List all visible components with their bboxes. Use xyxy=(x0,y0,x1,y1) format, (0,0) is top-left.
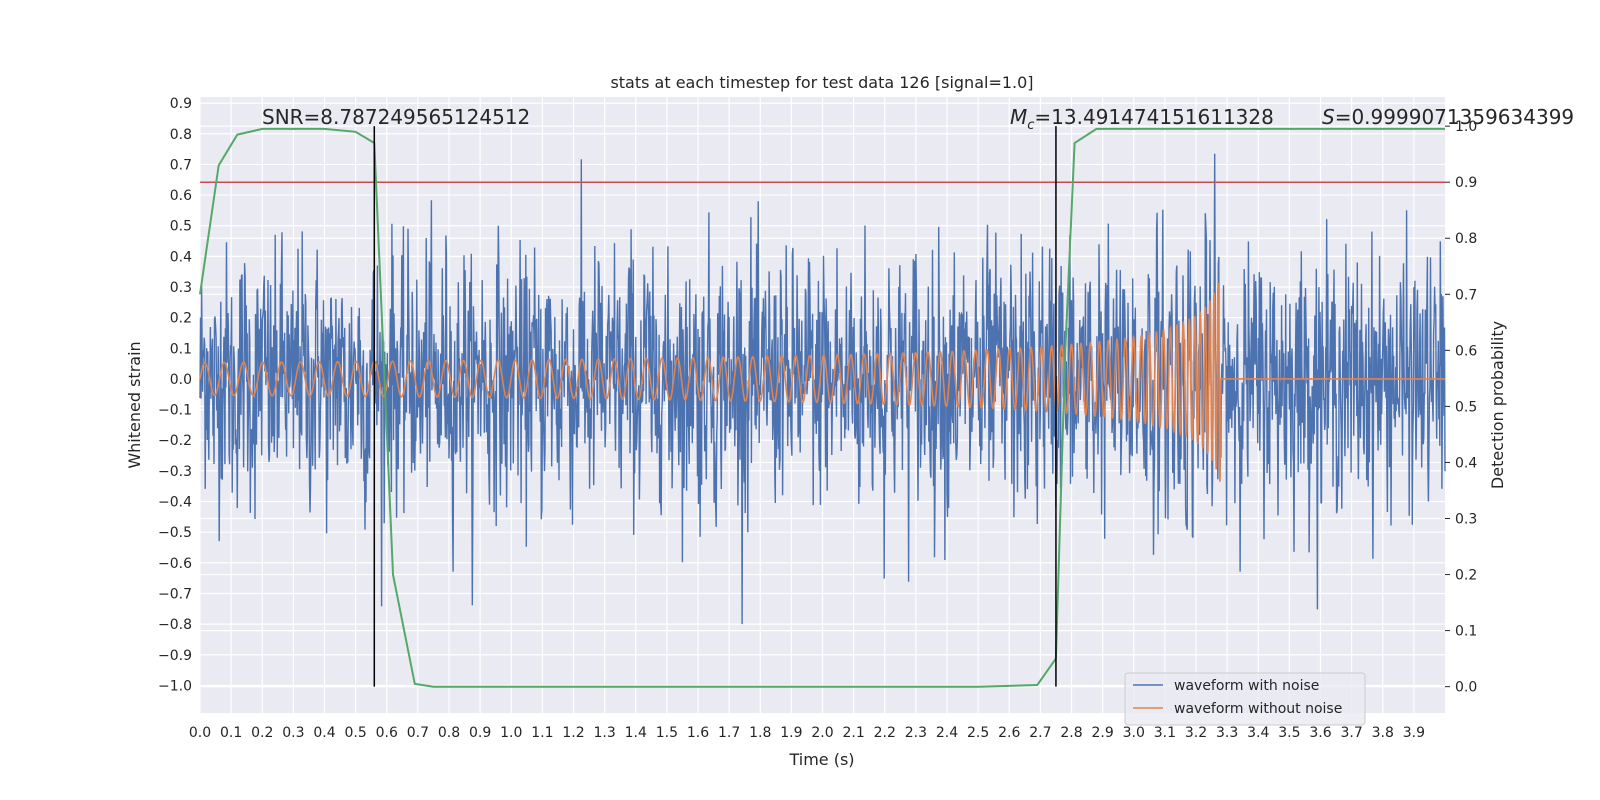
y-tick-label: −0.1 xyxy=(158,403,192,419)
y2-tick-label: 1.0 xyxy=(1455,119,1477,135)
y2-tick-label: 0.3 xyxy=(1455,512,1477,528)
x-tick-label: 2.3 xyxy=(905,725,927,741)
y-tick-label: 0.1 xyxy=(170,341,192,357)
y2-tick-label: 0.4 xyxy=(1455,455,1477,471)
x-tick-label: 1.7 xyxy=(718,725,740,741)
chirp-mass-subscript: c xyxy=(1027,118,1034,133)
x-tick-label: 3.9 xyxy=(1403,725,1425,741)
y2-tick-label: 0.6 xyxy=(1455,343,1477,359)
x-tick-label: 2.2 xyxy=(874,725,896,741)
x-tick-label: 2.5 xyxy=(967,725,989,741)
detection-probability-line xyxy=(199,127,1445,688)
y-tick-label: 0.2 xyxy=(170,311,192,327)
x-tick-label: 1.3 xyxy=(593,725,615,741)
score-annotation: S=0.9999071359634399 xyxy=(1322,105,1574,129)
legend-label-noise: waveform with noise xyxy=(1174,678,1319,694)
x-tick-label: 2.4 xyxy=(936,725,958,741)
y-tick-label: 0.0 xyxy=(170,372,192,388)
y-tick-label: −0.4 xyxy=(158,495,192,511)
legend-box xyxy=(1124,672,1366,726)
y2-tick-label: 0.5 xyxy=(1455,399,1477,415)
y-tick-label: 0.9 xyxy=(170,96,192,112)
y-tick-label: −0.7 xyxy=(158,586,192,602)
x-tick-label: 1.1 xyxy=(531,725,553,741)
y-axis-label: Whitened strain xyxy=(125,341,144,468)
legend-label-clean: waveform without noise xyxy=(1174,701,1342,717)
x-tick-label: 1.5 xyxy=(656,725,678,741)
clean-waveform-line xyxy=(199,282,1445,482)
x-tick-label: 0.4 xyxy=(313,725,335,741)
x-tick-label: 1.2 xyxy=(562,725,584,741)
score-symbol: S xyxy=(1322,105,1335,129)
score-value: =0.9999071359634399 xyxy=(1335,105,1574,129)
x-tick-label: 0.0 xyxy=(189,725,211,741)
y-tick-label: 0.5 xyxy=(170,219,192,235)
y-tick-label: −1.0 xyxy=(158,678,192,694)
snr-annotation: SNR=8.787249565124512 xyxy=(262,105,530,129)
y-tick-label: 0.4 xyxy=(170,249,192,265)
x-tick-label: 3.5 xyxy=(1278,725,1300,741)
y-tick-label: −0.5 xyxy=(158,525,192,541)
x-tick-label: 2.0 xyxy=(811,725,833,741)
x-tick-label: 0.1 xyxy=(220,725,242,741)
x-tick-label: 3.6 xyxy=(1309,725,1331,741)
x-tick-label: 3.4 xyxy=(1247,725,1269,741)
legend: waveform with noise waveform without noi… xyxy=(1124,672,1366,726)
x-tick-label: 1.6 xyxy=(687,725,709,741)
x-tick-label: 2.6 xyxy=(998,725,1020,741)
x-tick-label: 0.8 xyxy=(438,725,460,741)
chirp-mass-symbol: M xyxy=(1010,105,1027,129)
x-tick-label: 3.3 xyxy=(1216,725,1238,741)
x-tick-label: 3.8 xyxy=(1372,725,1394,741)
x-tick-label: 2.7 xyxy=(1029,725,1051,741)
y-tick-label: 0.7 xyxy=(170,157,192,173)
x-tick-label: 0.5 xyxy=(344,725,366,741)
y-tick-label: 0.6 xyxy=(170,188,192,204)
x-tick-label: 0.9 xyxy=(469,725,491,741)
chart-title: stats at each timestep for test data 126… xyxy=(610,73,1033,92)
y2-tick-label: 0.8 xyxy=(1455,231,1477,247)
x-tick-label: 3.1 xyxy=(1154,725,1176,741)
y2-tick-label: 0.1 xyxy=(1455,624,1477,640)
y-tick-label: −0.2 xyxy=(158,433,192,449)
y2-tick-label: 0.7 xyxy=(1455,287,1477,303)
y2-axis-label: Detection probability xyxy=(1488,321,1507,489)
x-tick-label: 2.8 xyxy=(1060,725,1082,741)
chirp-mass-value: =13.491474151611328 xyxy=(1034,105,1273,129)
y-tick-label: −0.3 xyxy=(158,464,192,480)
tick-labels: 0.0 0.1 0.2 0.3 0.4 0.5 0.6 0.7 0.8 0.9 1.0 1.1 1.2 1… xyxy=(158,96,1477,741)
x-tick-label: 2.1 xyxy=(842,725,864,741)
x-tick-label: 3.2 xyxy=(1185,725,1207,741)
x-tick-label: 1.8 xyxy=(749,725,771,741)
y-tick-label: 0.8 xyxy=(170,127,192,143)
y-tick-label: −0.8 xyxy=(158,617,192,633)
y2-tick-label: 0.9 xyxy=(1455,175,1477,191)
x-axis-label: Time (s) xyxy=(788,750,854,769)
x-tick-label: 1.0 xyxy=(500,725,522,741)
x-tick-label: 0.2 xyxy=(251,725,273,741)
y-tick-label: 0.3 xyxy=(170,280,192,296)
x-tick-label: 2.9 xyxy=(1091,725,1113,741)
y2-tick-label: 0.0 xyxy=(1455,680,1477,696)
y2-tick-label: 0.2 xyxy=(1455,568,1477,584)
chirp-mass-annotation: Mc=13.491474151611328 xyxy=(1010,105,1274,133)
x-tick-label: 0.7 xyxy=(407,725,429,741)
x-tick-label: 3.0 xyxy=(1123,725,1145,741)
series-layer xyxy=(199,126,1446,688)
x-tick-label: 1.9 xyxy=(780,725,802,741)
x-tick-label: 3.7 xyxy=(1340,725,1362,741)
x-tick-label: 0.3 xyxy=(282,725,304,741)
x-tick-label: 1.4 xyxy=(625,725,647,741)
y-tick-label: −0.6 xyxy=(158,556,192,572)
y-tick-label: −0.9 xyxy=(158,648,192,664)
x-tick-label: 0.6 xyxy=(376,725,398,741)
